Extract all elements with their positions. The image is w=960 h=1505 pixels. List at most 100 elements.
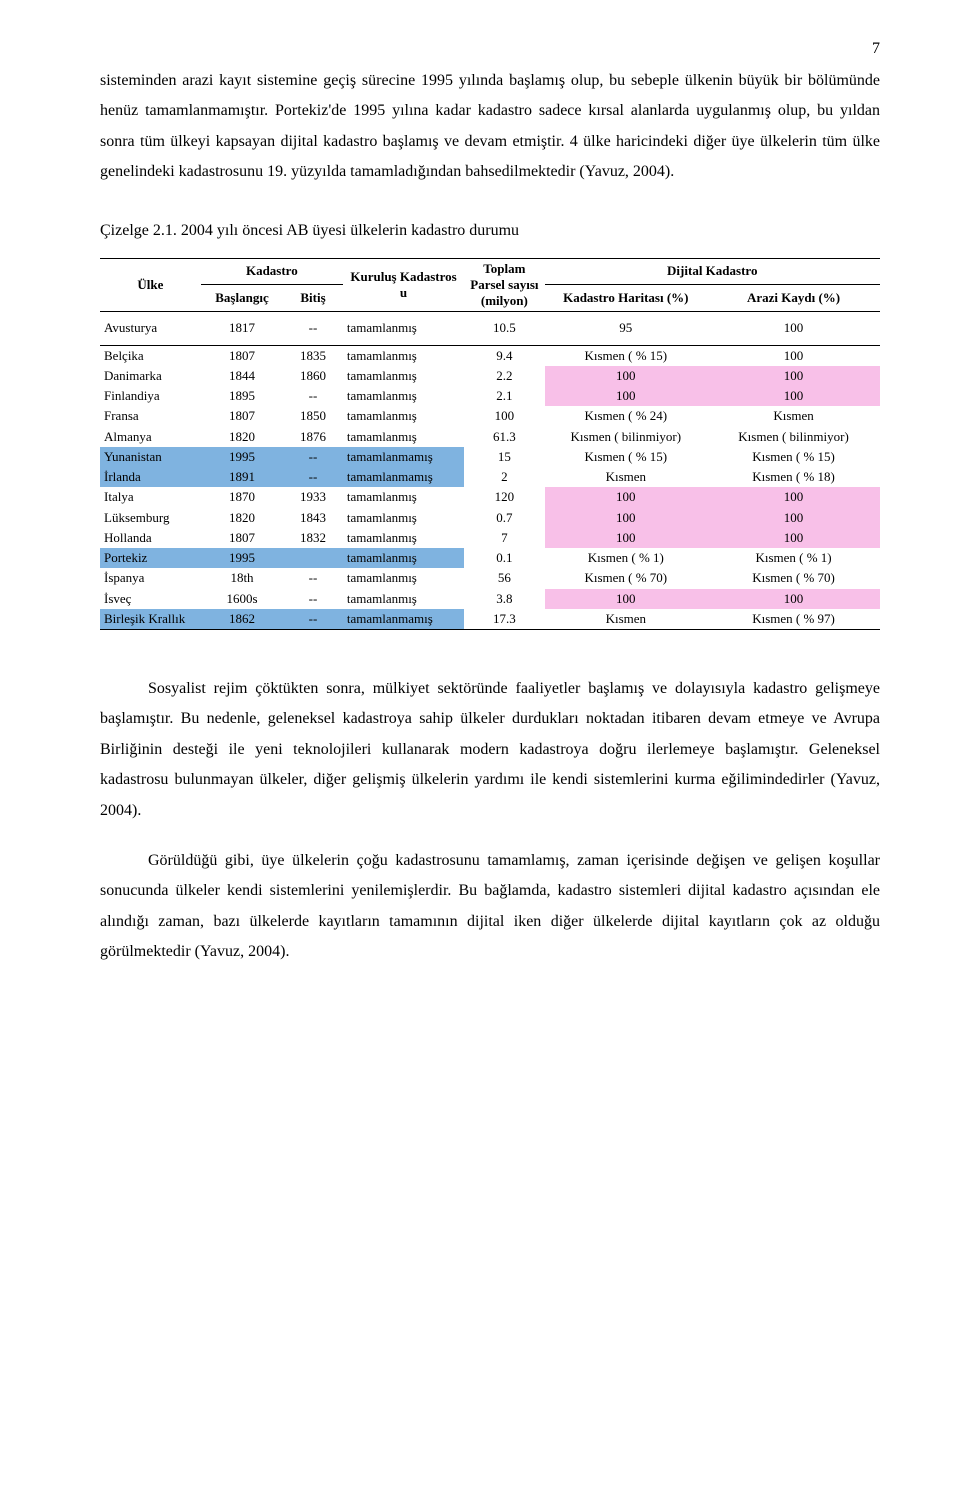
table-row: Portekiz1995tamamlanmış0.1Kısmen ( % 1)K… <box>100 548 880 568</box>
cell: 1820 <box>201 427 283 447</box>
cell: tamamlanmış <box>343 427 464 447</box>
page-number: 7 <box>100 40 880 58</box>
cell <box>283 548 343 568</box>
cell: tamamlanmış <box>343 366 464 386</box>
cell: 1860 <box>283 366 343 386</box>
cell: tamamlanmış <box>343 312 464 345</box>
cell: tamamlanmış <box>343 548 464 568</box>
paragraph-1: sisteminden arazi kayıt sistemine geçiş … <box>100 66 880 188</box>
cell: Danimarka <box>100 366 201 386</box>
th-dijital: Dijital Kadastro <box>545 258 881 285</box>
table-row: Almanya18201876tamamlanmış61.3Kısmen ( b… <box>100 427 880 447</box>
th-baslangic: Başlangıç <box>201 285 283 312</box>
cadastre-table: Ülke Kadastro Kuruluş Kadastros u Toplam… <box>100 258 880 631</box>
cell: 1895 <box>201 386 283 406</box>
cell: 1850 <box>283 406 343 426</box>
cell: Belçika <box>100 345 201 366</box>
cell: 120 <box>464 487 544 507</box>
cell: 1995 <box>201 548 283 568</box>
cell: 0.1 <box>464 548 544 568</box>
cell: Fransa <box>100 406 201 426</box>
cell: 15 <box>464 447 544 467</box>
cell: Kısmen ( % 24) <box>545 406 708 426</box>
cell: 0.7 <box>464 508 544 528</box>
cell: 100 <box>707 528 880 548</box>
th-kurulus: Kuruluş Kadastros u <box>343 258 464 312</box>
cell: Kısmen ( % 97) <box>707 609 880 630</box>
cell: 1891 <box>201 467 283 487</box>
table-row: Finlandiya1895--tamamlanmış2.1100100 <box>100 386 880 406</box>
cell: tamamlanmış <box>343 568 464 588</box>
cell: Kısmen ( % 15) <box>545 345 708 366</box>
cell: 1995 <box>201 447 283 467</box>
cell: 1832 <box>283 528 343 548</box>
th-kadastro: Kadastro <box>201 258 343 285</box>
paragraph-2: Sosyalist rejim çöktükten sonra, mülkiye… <box>100 674 880 826</box>
table-row: İspanya18th--tamamlanmış56Kısmen ( % 70)… <box>100 568 880 588</box>
cell: 7 <box>464 528 544 548</box>
cell: tamamlanmamış <box>343 447 464 467</box>
cell: İrlanda <box>100 467 201 487</box>
cell: 100 <box>707 345 880 366</box>
cell: Kısmen ( % 15) <box>545 447 708 467</box>
cell: tamamlanmış <box>343 386 464 406</box>
cell: 3.8 <box>464 589 544 609</box>
cell: Kısmen ( % 18) <box>707 467 880 487</box>
cell: tamamlanmış <box>343 345 464 366</box>
cell: 1843 <box>283 508 343 528</box>
cell: 1807 <box>201 406 283 426</box>
table-row: İrlanda1891--tamamlanmamış2KısmenKısmen … <box>100 467 880 487</box>
cell: 1817 <box>201 312 283 345</box>
table-row: Hollanda18071832tamamlanmış7100100 <box>100 528 880 548</box>
table-row: Yunanistan1995--tamamlanmamış15Kısmen ( … <box>100 447 880 467</box>
cell: 2 <box>464 467 544 487</box>
th-ulke: Ülke <box>100 258 201 312</box>
cell: Finlandiya <box>100 386 201 406</box>
cell: tamamlanmamış <box>343 609 464 630</box>
cell: tamamlanmış <box>343 589 464 609</box>
table-caption: Çizelge 2.1. 2004 yılı öncesi AB üyesi ü… <box>100 222 880 240</box>
cell: Kısmen ( % 1) <box>545 548 708 568</box>
cell: Kısmen ( bilinmiyor) <box>545 427 708 447</box>
cell: 2.1 <box>464 386 544 406</box>
cell: 2.2 <box>464 366 544 386</box>
paragraph-3: Görüldüğü gibi, üye ülkelerin çoğu kadas… <box>100 846 880 968</box>
cell: 1862 <box>201 609 283 630</box>
cell: -- <box>283 386 343 406</box>
cell: 56 <box>464 568 544 588</box>
table-row: Italya18701933tamamlanmış120100100 <box>100 487 880 507</box>
cell: 1933 <box>283 487 343 507</box>
cell: Kısmen ( % 1) <box>707 548 880 568</box>
cell: Kısmen ( % 70) <box>707 568 880 588</box>
cell: 1870 <box>201 487 283 507</box>
cell: 10.5 <box>464 312 544 345</box>
cell: 1876 <box>283 427 343 447</box>
th-harita: Kadastro Haritası (%) <box>545 285 708 312</box>
table-row: Lüksemburg18201843tamamlanmış0.7100100 <box>100 508 880 528</box>
table-row: İsveç1600s--tamamlanmış3.8100100 <box>100 589 880 609</box>
cell: 1835 <box>283 345 343 366</box>
cell: Almanya <box>100 427 201 447</box>
cell: Lüksemburg <box>100 508 201 528</box>
cell: 100 <box>707 366 880 386</box>
cell: 100 <box>707 508 880 528</box>
cell: 1807 <box>201 528 283 548</box>
cell: 100 <box>545 386 708 406</box>
cell: Kısmen <box>545 467 708 487</box>
table-row: Birleşik Krallık1862--tamamlanmamış17.3K… <box>100 609 880 630</box>
cell: -- <box>283 467 343 487</box>
cell: 100 <box>545 508 708 528</box>
cell: Hollanda <box>100 528 201 548</box>
table-row: Fransa18071850tamamlanmış100Kısmen ( % 2… <box>100 406 880 426</box>
cell: 61.3 <box>464 427 544 447</box>
cell: -- <box>283 447 343 467</box>
cell: 100 <box>545 487 708 507</box>
cell: tamamlanmış <box>343 406 464 426</box>
cell: 100 <box>545 528 708 548</box>
cell: 100 <box>707 312 880 345</box>
cell: Italya <box>100 487 201 507</box>
cell: 1807 <box>201 345 283 366</box>
cell: Kısmen <box>707 406 880 426</box>
table-row: Danimarka18441860tamamlanmış2.2100100 <box>100 366 880 386</box>
cell: 95 <box>545 312 708 345</box>
